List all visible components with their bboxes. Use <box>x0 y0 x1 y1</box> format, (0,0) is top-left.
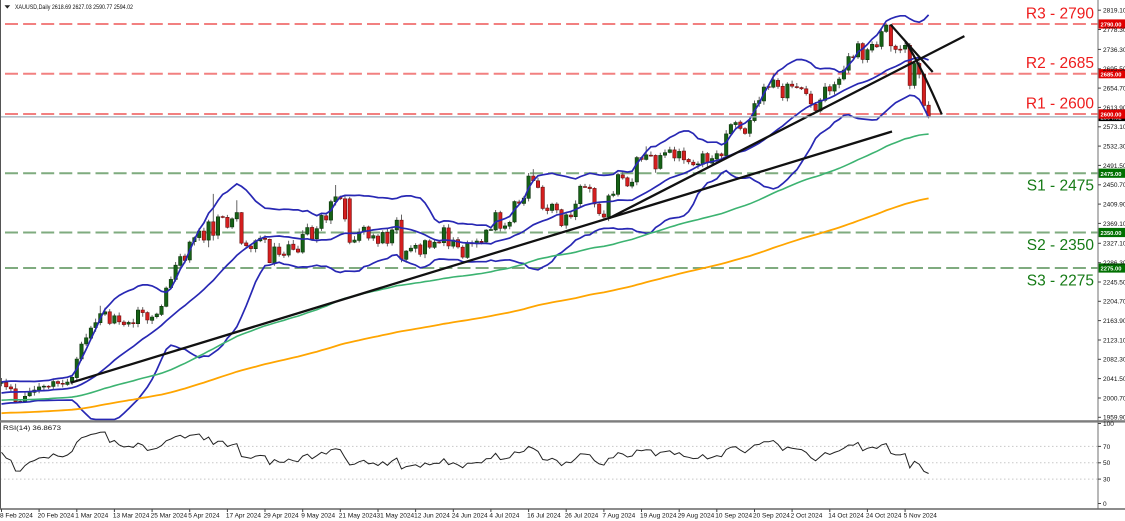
svg-text:2163.90: 2163.90 <box>1103 318 1125 325</box>
svg-text:2409.90: 2409.90 <box>1103 202 1125 209</box>
svg-text:5 Apr 2024: 5 Apr 2024 <box>188 513 220 520</box>
svg-text:4 Jul 2024: 4 Jul 2024 <box>489 513 519 520</box>
svg-text:50: 50 <box>1103 460 1111 467</box>
svg-text:9 May 2024: 9 May 2024 <box>301 513 335 520</box>
svg-text:2654.70: 2654.70 <box>1103 86 1125 93</box>
svg-text:2245.50: 2245.50 <box>1103 279 1125 286</box>
svg-text:29 Apr 2024: 29 Apr 2024 <box>264 513 299 520</box>
svg-text:2041.50: 2041.50 <box>1103 376 1125 383</box>
svg-text:R2 - 2685: R2 - 2685 <box>1026 55 1094 72</box>
svg-text:1 Mar 2024: 1 Mar 2024 <box>75 513 108 520</box>
svg-text:R3 - 2790: R3 - 2790 <box>1026 6 1094 23</box>
svg-text:2 Oct 2024: 2 Oct 2024 <box>791 513 823 520</box>
svg-text:S1 - 2475: S1 - 2475 <box>1027 178 1094 195</box>
svg-text:29 Aug 2024: 29 Aug 2024 <box>678 513 715 520</box>
svg-text:2450.70: 2450.70 <box>1103 182 1125 189</box>
svg-text:100: 100 <box>1103 421 1114 428</box>
svg-text:S3 - 2275: S3 - 2275 <box>1027 273 1094 290</box>
svg-text:2123.10: 2123.10 <box>1103 337 1125 344</box>
svg-text:2778.30: 2778.30 <box>1103 27 1125 34</box>
svg-text:2600.00: 2600.00 <box>1101 113 1122 119</box>
svg-text:2350.00: 2350.00 <box>1101 231 1122 237</box>
svg-text:R1 - 2600: R1 - 2600 <box>1026 96 1094 113</box>
svg-text:2532.30: 2532.30 <box>1103 144 1125 151</box>
svg-text:RSI(14) 36.8673: RSI(14) 36.8673 <box>3 425 61 432</box>
svg-text:20 Feb 2024: 20 Feb 2024 <box>38 513 75 520</box>
svg-text:70: 70 <box>1103 444 1111 451</box>
svg-text:2000.70: 2000.70 <box>1103 395 1125 402</box>
svg-text:14 Oct 2024: 14 Oct 2024 <box>828 513 864 520</box>
svg-text:25 Mar 2024: 25 Mar 2024 <box>151 513 188 520</box>
svg-text:2204.70: 2204.70 <box>1103 299 1125 306</box>
svg-text:2695.50: 2695.50 <box>1103 66 1125 73</box>
svg-text:20 Sep 2024: 20 Sep 2024 <box>753 513 790 520</box>
svg-text:13 Mar 2024: 13 Mar 2024 <box>113 513 150 520</box>
svg-text:2819.10: 2819.10 <box>1103 8 1125 15</box>
svg-text:2475.00: 2475.00 <box>1101 172 1122 178</box>
svg-text:8 Feb 2024: 8 Feb 2024 <box>0 513 33 520</box>
svg-text:16 Jul 2024: 16 Jul 2024 <box>527 513 561 520</box>
svg-text:12 Jun 2024: 12 Jun 2024 <box>414 513 450 520</box>
svg-text:26 Jul 2024: 26 Jul 2024 <box>565 513 599 520</box>
svg-text:2082.30: 2082.30 <box>1103 357 1125 364</box>
svg-text:10 Sep 2024: 10 Sep 2024 <box>715 513 752 520</box>
svg-text:30: 30 <box>1103 476 1111 483</box>
svg-text:19 Aug 2024: 19 Aug 2024 <box>640 513 677 520</box>
svg-text:2327.10: 2327.10 <box>1103 241 1125 248</box>
svg-text:31 May 2024: 31 May 2024 <box>377 513 415 520</box>
svg-text:17 Apr 2024: 17 Apr 2024 <box>226 513 261 520</box>
svg-text:2573.10: 2573.10 <box>1103 124 1125 131</box>
svg-text:2369.10: 2369.10 <box>1103 221 1125 228</box>
svg-text:S2 - 2350: S2 - 2350 <box>1027 237 1095 254</box>
svg-text:2286.30: 2286.30 <box>1103 260 1125 267</box>
svg-text:5 Nov 2024: 5 Nov 2024 <box>904 513 938 520</box>
svg-text:2613.90: 2613.90 <box>1103 105 1125 112</box>
svg-text:0: 0 <box>1103 501 1107 508</box>
svg-text:24 Oct 2024: 24 Oct 2024 <box>866 513 902 520</box>
svg-text:21 May 2024: 21 May 2024 <box>339 513 377 520</box>
svg-text:2790.00: 2790.00 <box>1101 23 1122 29</box>
svg-text:2736.30: 2736.30 <box>1103 47 1125 54</box>
svg-text:XAUUSD,Daily 2618.69 2627.03: XAUUSD,Daily 2618.69 2627.03 2590.77 259… <box>15 4 133 11</box>
svg-text:24 Jun 2024: 24 Jun 2024 <box>452 513 488 520</box>
svg-text:2491.50: 2491.50 <box>1103 163 1125 170</box>
svg-text:7 Aug 2024: 7 Aug 2024 <box>602 513 635 520</box>
svg-text:2275.00: 2275.00 <box>1101 267 1122 273</box>
svg-text:2685.00: 2685.00 <box>1101 72 1122 78</box>
svg-text:1959.90: 1959.90 <box>1103 415 1125 422</box>
